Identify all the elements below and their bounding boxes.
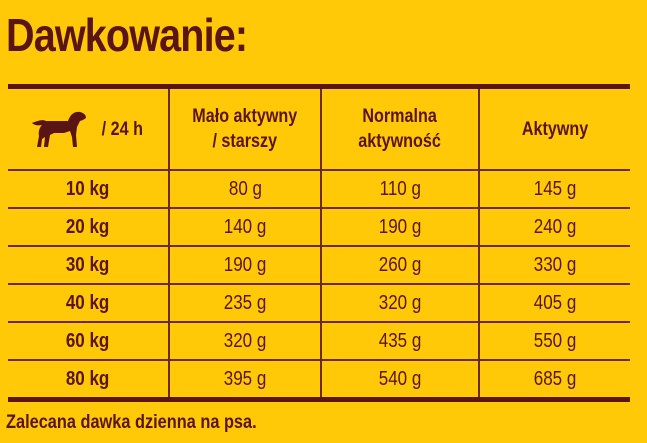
page-title: Dawkowanie: xyxy=(6,9,248,61)
cell-text: 395 g xyxy=(223,367,267,390)
footer-note: Zalecana dawka dzienna na psa. xyxy=(6,412,257,433)
cell-text: 685 g xyxy=(533,367,577,390)
per-24h-label: / 24 h xyxy=(101,118,143,140)
weight-cell: 40 kg xyxy=(8,283,170,323)
table-row: 20 kg 140 g 190 g 240 g xyxy=(8,207,630,247)
cell-text: 240 g xyxy=(533,215,577,238)
table-row: 80 kg 395 g 540 g 685 g xyxy=(8,359,630,402)
table-row: 40 kg 235 g 320 g 405 g xyxy=(8,283,630,323)
cell-text: 405 g xyxy=(533,291,577,314)
header-weight-per-day: / 24 h xyxy=(8,84,170,171)
cell-text: 10 kg xyxy=(66,177,110,200)
header-line: Mało aktywny xyxy=(192,106,298,127)
dose-cell: 80 g xyxy=(168,169,322,209)
dosage-table: / 24 h Mało aktywny / starszy Normalna akt… xyxy=(8,84,630,402)
header-line: Normalna xyxy=(362,106,438,127)
dose-cell: 110 g xyxy=(320,169,480,209)
dose-cell: 395 g xyxy=(168,359,322,402)
dose-cell: 540 g xyxy=(320,359,480,402)
cell-text: 540 g xyxy=(378,367,422,390)
header-active: Aktywny xyxy=(478,84,630,171)
table-header-row: / 24 h Mało aktywny / starszy Normalna akt… xyxy=(8,84,630,171)
dose-cell: 190 g xyxy=(168,245,322,285)
dose-cell: 190 g xyxy=(320,207,480,247)
weight-cell: 80 kg xyxy=(8,359,170,402)
weight-cell: 20 kg xyxy=(8,207,170,247)
dose-cell: 240 g xyxy=(478,207,630,247)
header-line: aktywność xyxy=(358,131,442,152)
cell-text: 80 g xyxy=(228,177,262,200)
dog-icon xyxy=(31,111,86,147)
dose-cell: 435 g xyxy=(320,321,480,361)
cell-text: 140 g xyxy=(223,215,267,238)
cell-text: 260 g xyxy=(378,253,422,276)
weight-cell: 60 kg xyxy=(8,321,170,361)
dose-cell: 550 g xyxy=(478,321,630,361)
cell-text: 435 g xyxy=(378,329,422,352)
cell-text: 30 kg xyxy=(66,253,110,276)
cell-text: 110 g xyxy=(379,177,421,200)
weight-cell: 30 kg xyxy=(8,245,170,285)
header-low-activity: Mało aktywny / starszy xyxy=(168,84,322,171)
dose-cell: 405 g xyxy=(478,283,630,323)
cell-text: 330 g xyxy=(533,253,577,276)
dose-cell: 235 g xyxy=(168,283,322,323)
cell-text: 320 g xyxy=(378,291,422,314)
cell-text: 550 g xyxy=(533,329,577,352)
cell-text: 60 kg xyxy=(66,329,110,352)
header-line: / starszy xyxy=(212,131,278,152)
table-row: 60 kg 320 g 435 g 550 g xyxy=(8,321,630,361)
cell-text: 40 kg xyxy=(66,291,110,314)
dose-cell: 685 g xyxy=(478,359,630,402)
cell-text: 190 g xyxy=(223,253,267,276)
table-row: 30 kg 190 g 260 g 330 g xyxy=(8,245,630,285)
header-normal-activity: Normalna aktywność xyxy=(320,84,480,171)
cell-text: 190 g xyxy=(378,215,422,238)
dose-cell: 320 g xyxy=(320,283,480,323)
table-row: 10 kg 80 g 110 g 145 g xyxy=(8,169,630,209)
dose-cell: 320 g xyxy=(168,321,322,361)
weight-cell: 10 kg xyxy=(8,169,170,209)
dose-cell: 140 g xyxy=(168,207,322,247)
cell-text: 20 kg xyxy=(66,215,110,238)
cell-text: 320 g xyxy=(223,329,267,352)
cell-text: 145 g xyxy=(533,177,577,200)
cell-text: 235 g xyxy=(223,291,267,314)
dose-cell: 145 g xyxy=(478,169,630,209)
cell-text: 80 kg xyxy=(66,367,110,390)
dose-cell: 260 g xyxy=(320,245,480,285)
dose-cell: 330 g xyxy=(478,245,630,285)
